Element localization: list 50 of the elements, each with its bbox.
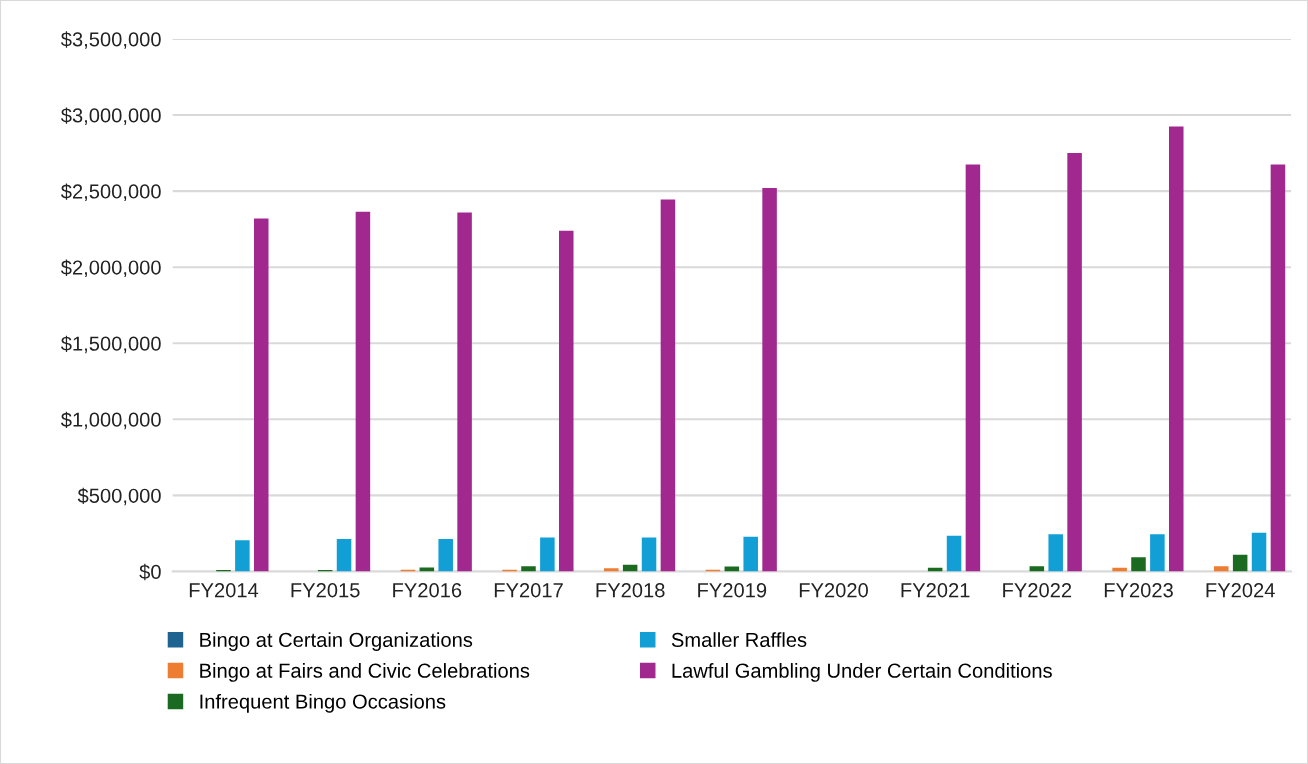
bar (1067, 153, 1082, 572)
bar (1029, 566, 1045, 572)
bar (1232, 554, 1248, 572)
bar (743, 536, 758, 572)
bar (604, 568, 619, 572)
y-tick-label: $3,000,000 (60, 107, 161, 125)
bar (762, 188, 777, 572)
x-tick-label: FY2018 (596, 583, 665, 598)
x-tick-label: FY2017 (494, 583, 563, 598)
bar (1251, 532, 1267, 572)
x-tick-label: FY2016 (393, 583, 462, 598)
bar (540, 537, 555, 572)
bar (438, 539, 453, 572)
bar (1150, 534, 1165, 572)
y-tick-label: $0 (139, 563, 161, 581)
y-tick-label: $500,000 (77, 487, 161, 506)
y-tick-label: $3,500,000 (60, 31, 161, 49)
legend-label: Smaller Raffles (671, 632, 807, 647)
bar (355, 211, 371, 572)
x-tick-label: FY2021 (901, 583, 970, 598)
bar (660, 199, 676, 572)
bar (235, 540, 250, 572)
x-tick-label: FY2015 (291, 583, 360, 598)
bar (1048, 534, 1063, 572)
bar (641, 537, 657, 572)
y-tick-label: $2,500,000 (60, 183, 161, 201)
bar (253, 218, 269, 572)
bar (1169, 126, 1184, 572)
bar (558, 230, 574, 572)
x-tick-label: FY2023 (1104, 583, 1173, 598)
bar (965, 164, 981, 572)
bar (336, 539, 352, 572)
legend-label: Infrequent Bingo Occasions (200, 693, 446, 713)
x-tick-label: FY2020 (799, 583, 868, 598)
legend-label: Bingo at Certain Organizations (200, 632, 473, 651)
y-tick-label: $1,500,000 (60, 335, 161, 354)
bar (1214, 566, 1229, 572)
bar (521, 566, 536, 572)
legend-label: Lawful Gambling Under Certain Conditions (672, 663, 1052, 682)
x-tick-label: FY2014 (189, 583, 259, 598)
y-tick-label: $2,000,000 (60, 259, 161, 278)
bar (1131, 557, 1146, 572)
bar (457, 212, 472, 572)
bar (1270, 164, 1286, 572)
x-tick-label: FY2019 (698, 583, 767, 598)
bar (946, 535, 962, 572)
x-tick-label: FY2022 (1003, 583, 1072, 598)
x-tick-label: FY2024 (1206, 583, 1275, 598)
y-tick-label: $1,000,000 (60, 411, 161, 430)
legend-label: Bingo at Fairs and Civic Celebrations (200, 663, 530, 682)
